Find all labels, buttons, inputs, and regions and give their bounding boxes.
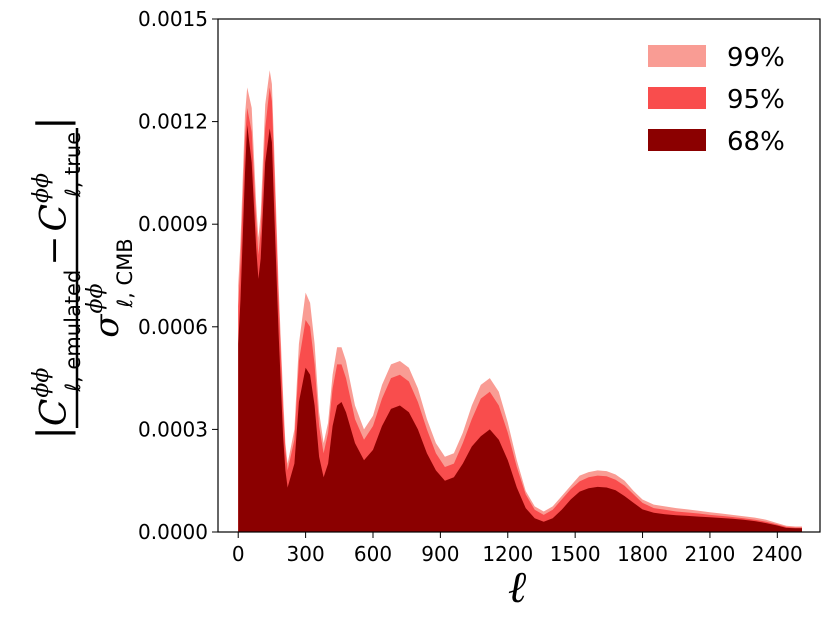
legend-label: 95% [727, 85, 785, 115]
x-tick-label: 2400 [752, 542, 803, 566]
y-tick-label: 0.0006 [138, 315, 208, 339]
y-tick-label: 0.0000 [138, 520, 208, 544]
y-label-operator: − [34, 236, 75, 266]
legend-label: 68% [727, 127, 785, 157]
y-label-denominator-sub: ℓ, CMB [113, 238, 137, 308]
x-tick-label: 600 [354, 542, 392, 566]
y-label-first-symbol: C [34, 399, 75, 427]
y-label-second-sup: ϕϕ [29, 173, 54, 203]
legend-swatch [648, 129, 706, 151]
x-tick-label: 900 [421, 542, 459, 566]
area-95-percent [238, 87, 802, 533]
y-label-denominator: σϕϕ ℓ, CMB [83, 238, 137, 337]
legend-swatch [648, 45, 706, 67]
plot-frame [217, 18, 821, 533]
y-tick-label: 0.0003 [138, 417, 208, 441]
y-label-first-sup: ϕϕ [29, 368, 54, 398]
x-tick-label: 300 [287, 542, 325, 566]
x-tick-label: 0 [232, 542, 245, 566]
y-label-sigma: σ [87, 314, 127, 338]
y-axis-label: |Cϕϕ ℓ, emulated−Cϕϕ ℓ, true| σϕϕ ℓ, CMB [29, 116, 137, 439]
y-label-second-sub: ℓ, true [61, 132, 85, 198]
area-68-percent [238, 125, 802, 532]
legend-swatch [648, 87, 706, 109]
y-tick-label: 0.0009 [138, 212, 208, 236]
x-tick-label: 2100 [684, 542, 735, 566]
y-label-first-sub: ℓ, emulated [61, 270, 85, 393]
legend: 99% 95% 68% [648, 43, 785, 157]
y-tick-label: 0.0015 [138, 7, 208, 31]
x-axis-ticks: 0 300 600 900 1200 1500 1800 2100 2400 [232, 532, 803, 566]
plot-areas [238, 70, 802, 533]
x-axis-label: ℓ [508, 562, 527, 613]
legend-label: 99% [727, 43, 785, 73]
y-axis-ticks: 0.0000 0.0003 0.0006 0.0009 0.0012 0.0015 [138, 7, 218, 544]
y-tick-label: 0.0012 [138, 110, 208, 134]
x-tick-label: 1800 [617, 542, 668, 566]
x-tick-label: 1500 [550, 542, 601, 566]
y-label-denominator-sup: ϕϕ [83, 284, 108, 314]
y-label-numerator: |Cϕϕ ℓ, emulated−Cϕϕ ℓ, true| [29, 116, 85, 439]
x-tick-label: 1200 [482, 542, 533, 566]
y-label-second-symbol: C [34, 204, 75, 232]
